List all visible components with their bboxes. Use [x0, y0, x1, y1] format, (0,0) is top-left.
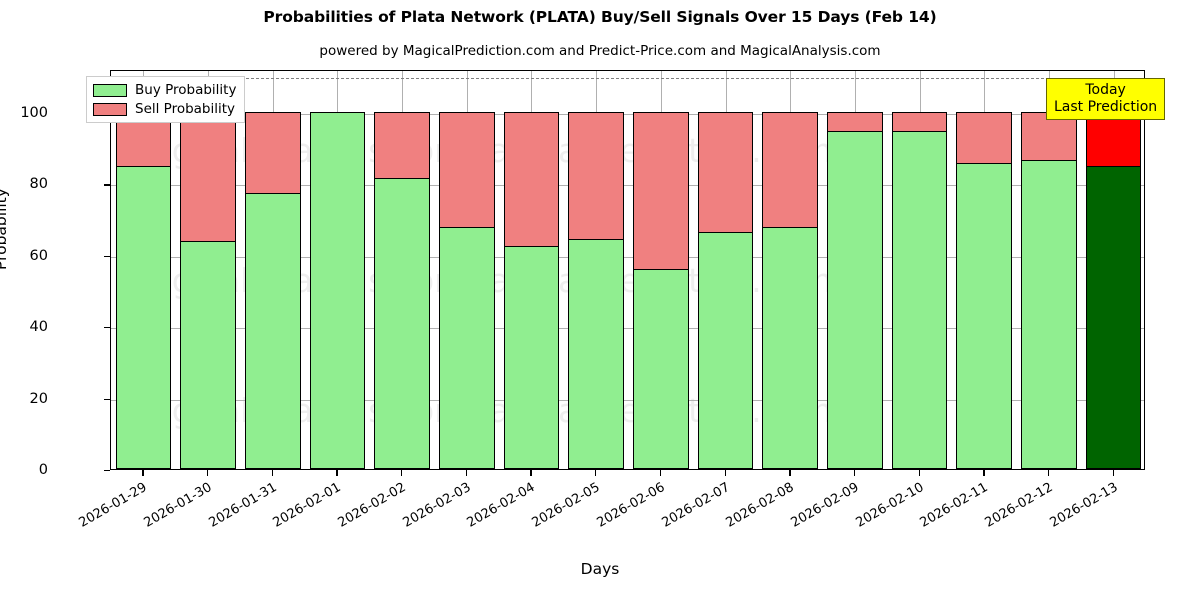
bar-segment-buy	[1022, 160, 1076, 468]
legend-label-sell: Sell Probability	[135, 101, 236, 117]
x-axis-tick-mark	[271, 470, 274, 476]
bar-segment-sell	[763, 112, 818, 227]
bar-stacked	[633, 111, 689, 469]
bar-stacked	[891, 111, 948, 469]
bar-segment-sell	[698, 112, 753, 232]
bar-stacked	[503, 111, 560, 469]
x-axis-tick-mark	[789, 470, 791, 476]
bar-stacked	[762, 111, 819, 469]
bar-today	[1085, 111, 1142, 469]
gridline-horizontal	[111, 256, 1144, 258]
x-axis-label: Days	[580, 560, 620, 578]
x-axis-tick-mark	[401, 470, 403, 476]
chart-title: Probabilities of Plata Network (PLATA) B…	[263, 8, 937, 26]
x-axis-tick-mark	[336, 470, 338, 476]
bar-segment-sell	[957, 112, 1012, 163]
y-axis-tick-mark	[104, 255, 110, 257]
bar-segment-buy	[892, 130, 947, 468]
x-axis-tick-mark	[142, 470, 144, 476]
y-axis-tick-label: 100	[20, 104, 48, 121]
bar-segment-sell	[245, 112, 300, 193]
legend-swatch-sell	[93, 102, 127, 116]
y-axis-tick-label: 0	[38, 462, 48, 478]
y-axis-tick-mark	[104, 398, 110, 400]
bar-segment-buy	[828, 130, 882, 468]
bar-segment-buy	[634, 269, 688, 468]
x-axis-tick-mark	[724, 470, 726, 476]
bar-segment-sell	[439, 112, 494, 227]
bar-segment-sell	[892, 112, 947, 131]
x-axis-tick-mark	[983, 470, 985, 476]
today-annotation-line2: Last Prediction	[1054, 98, 1158, 115]
x-axis-tick-mark	[853, 470, 856, 476]
bar-stacked	[697, 111, 754, 469]
x-axis-tick-mark	[595, 470, 597, 476]
x-axis-tick-mark	[530, 470, 532, 476]
y-axis-tick-mark	[104, 184, 110, 186]
bar-stacked	[309, 111, 366, 469]
bar-stacked	[956, 111, 1013, 469]
x-axis-tick-mark	[1112, 470, 1114, 476]
bar-segment-buy	[957, 162, 1012, 468]
y-axis-tick-mark	[104, 327, 110, 329]
bar-segment-sell	[634, 112, 688, 270]
bar-stacked	[827, 111, 883, 469]
legend-item-buy: Buy Probability	[93, 82, 236, 98]
y-axis-tick-label: 40	[29, 319, 48, 336]
bar-segment-sell	[569, 112, 623, 239]
chart-subtitle: powered by MagicalPrediction.com and Pre…	[319, 43, 881, 59]
bar-segment-buy	[245, 192, 300, 468]
gridline-horizontal	[111, 328, 1144, 330]
chart-legend: Buy Probability Sell Probability	[86, 76, 246, 123]
bar-segment-buy	[698, 231, 753, 468]
today-annotation-line1: Today	[1085, 82, 1126, 98]
y-axis-label: Probability	[0, 188, 10, 270]
bar-segment-buy	[310, 112, 365, 468]
x-axis-tick-mark	[207, 470, 209, 476]
bar-stacked	[244, 111, 301, 469]
today-annotation: Today Last Prediction	[1046, 78, 1166, 121]
bar-stacked	[180, 111, 236, 469]
bar-segment-sell	[504, 112, 559, 247]
y-axis-tick-label: 60	[29, 247, 48, 264]
bar-segment-buy	[439, 226, 494, 468]
y-axis-tick-label: 20	[29, 390, 48, 407]
bar-segment-sell	[375, 112, 429, 178]
gridline-horizontal	[111, 399, 1144, 401]
bar-segment-sell	[1022, 112, 1076, 161]
x-axis-tick-mark	[465, 470, 468, 476]
bar-segment-buy	[763, 226, 818, 468]
bar-segment-buy	[181, 240, 235, 468]
x-axis-tick-mark	[918, 470, 920, 476]
bar-stacked	[115, 111, 172, 469]
gridline-horizontal	[111, 113, 1144, 115]
gridline-horizontal	[111, 185, 1144, 187]
bar-segment-buy	[504, 246, 559, 468]
bar-stacked	[1021, 111, 1077, 469]
bar-segment-sell	[1086, 112, 1141, 167]
bar-segment-buy	[116, 166, 171, 468]
bar-stacked	[568, 111, 624, 469]
x-axis-tick-mark	[1047, 470, 1050, 476]
threshold-line	[111, 78, 1144, 80]
x-axis-tick-mark	[659, 470, 662, 476]
y-axis-tick-mark	[104, 470, 110, 472]
y-axis-tick-label: 80	[29, 176, 48, 193]
plot-area: MagicalAnalysis.comMagicalPrediction.com…	[110, 70, 1145, 470]
bar-stacked	[374, 111, 430, 469]
bar-segment-buy	[375, 177, 429, 468]
legend-label-buy: Buy Probability	[135, 82, 237, 98]
legend-swatch-buy	[93, 83, 127, 97]
bar-segment-sell	[828, 112, 882, 131]
bar-segment-buy	[1086, 166, 1141, 468]
bar-segment-sell	[181, 112, 235, 241]
legend-item-sell: Sell Probability	[93, 101, 236, 117]
bar-segment-buy	[569, 238, 623, 468]
bar-stacked	[438, 111, 495, 469]
